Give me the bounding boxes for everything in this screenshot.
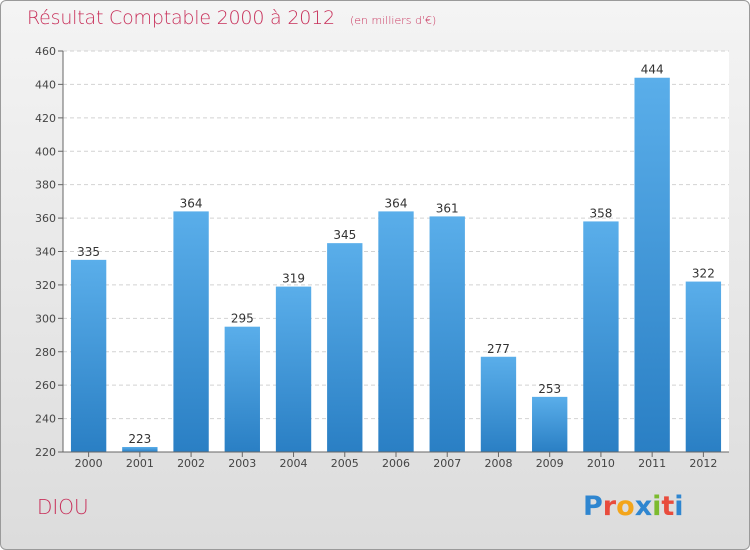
chart-title: Résultat Comptable 2000 à 2012 (en milli…: [27, 7, 436, 29]
y-tick-label: 320: [35, 279, 56, 292]
logo-letter: P: [583, 491, 603, 522]
y-tick-label: 260: [35, 379, 56, 392]
x-tick-label-2003: 2003: [228, 457, 256, 470]
x-tick-label-2001: 2001: [126, 457, 154, 470]
data-label-2010: 358: [589, 206, 612, 220]
data-label-2006: 364: [385, 196, 408, 210]
x-tick-label-2011: 2011: [638, 457, 666, 470]
y-tick-label: 400: [35, 145, 56, 158]
y-tick-label: 300: [35, 312, 56, 325]
data-label-2002: 364: [180, 196, 203, 210]
data-label-2001: 223: [128, 432, 151, 446]
x-tick-label-2002: 2002: [177, 457, 205, 470]
bar-2005: [327, 243, 363, 452]
bar-2000: [70, 259, 107, 452]
proxiti-logo: Proxiti: [583, 491, 684, 522]
bar-2004: [275, 286, 312, 452]
bar-2006: [378, 211, 414, 452]
bar-2002: [173, 211, 209, 452]
logo-letter: o: [616, 491, 635, 522]
x-tick-label-2012: 2012: [689, 457, 717, 470]
bar-2001: [122, 446, 158, 452]
y-tick-label: 440: [35, 78, 56, 91]
y-tick-label: 280: [35, 346, 56, 359]
bar-2003: [224, 326, 260, 452]
y-tick-label: 360: [35, 212, 56, 225]
data-label-2008: 277: [487, 342, 510, 356]
y-tick-label: 240: [35, 413, 56, 426]
y-tick-label: 220: [35, 446, 56, 459]
x-tick-label-2000: 2000: [75, 457, 103, 470]
x-tick-label-2008: 2008: [484, 457, 512, 470]
bar-2009: [532, 396, 568, 452]
bar-2012: [685, 281, 722, 452]
bar-2011: [634, 77, 670, 452]
data-label-2005: 345: [333, 228, 356, 242]
y-tick-label: 340: [35, 246, 56, 259]
commune-name: DIOU: [37, 495, 89, 519]
y-tick-label: 460: [35, 45, 56, 58]
data-label-2012: 322: [692, 267, 715, 281]
x-tick-label-2009: 2009: [536, 457, 564, 470]
title-unit: (en milliers d'€): [349, 14, 437, 27]
y-tick-label: 420: [35, 112, 56, 125]
logo-letter: r: [602, 491, 617, 522]
data-label-2007: 361: [436, 201, 459, 215]
x-tick-label-2006: 2006: [382, 457, 410, 470]
bar-2008: [480, 356, 517, 452]
logo-letter: t: [661, 491, 675, 522]
data-label-2009: 253: [538, 382, 561, 396]
logo-letter: x: [634, 491, 653, 522]
x-tick-label-2007: 2007: [433, 457, 461, 470]
y-tick-label: 380: [35, 179, 56, 192]
x-tick-label-2004: 2004: [280, 457, 308, 470]
logo-letter: i: [674, 491, 684, 522]
data-label-2011: 444: [641, 63, 664, 77]
title-text: Résultat Comptable 2000 à 2012: [27, 7, 335, 29]
logo-letter: i: [652, 491, 662, 522]
x-tick-label-2010: 2010: [587, 457, 615, 470]
data-label-2000: 335: [77, 245, 100, 259]
bar-2010: [583, 221, 619, 452]
bar-2007: [429, 216, 465, 452]
data-label-2003: 295: [231, 312, 254, 326]
x-tick-label-2005: 2005: [331, 457, 359, 470]
data-label-2004: 319: [282, 272, 305, 286]
